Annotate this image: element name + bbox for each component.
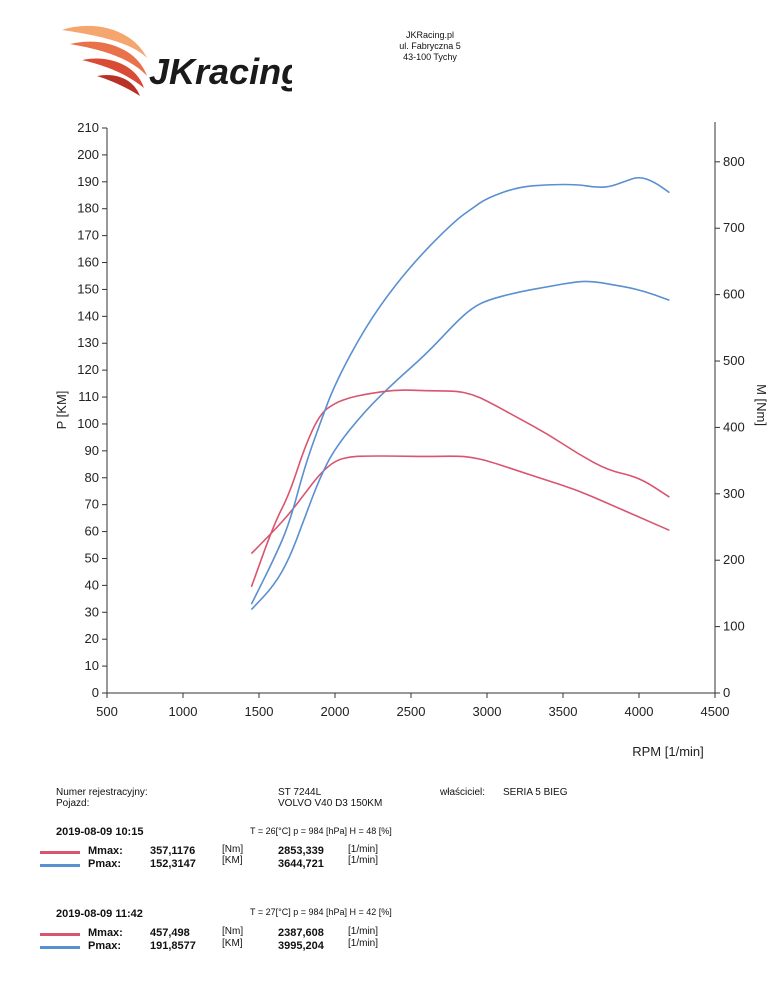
- owner-value: SERIA 5 BIEG: [503, 787, 568, 798]
- y-left-tick-label: 210: [77, 120, 99, 135]
- y-left-tick-label: 10: [85, 658, 99, 673]
- m-label: Mmax:: [88, 845, 123, 857]
- y-left-tick-label: 60: [85, 524, 99, 539]
- x-axis-label: RPM [1/min]: [632, 744, 704, 759]
- y-left-tick-label: 180: [77, 201, 99, 216]
- y-left-tick-label: 190: [77, 174, 99, 189]
- y-right-tick-label: 500: [723, 353, 745, 368]
- owner-label: właściciel:: [440, 787, 486, 798]
- power-legend-swatch: [40, 946, 80, 949]
- chart-axes: [106, 122, 716, 694]
- y-left-tick-label: 170: [77, 228, 99, 243]
- x-tick-label: 500: [96, 704, 118, 719]
- x-tick-label: 2000: [321, 704, 350, 719]
- m-rpm-unit: [1/min]: [348, 844, 379, 855]
- flame-swoosh-icon: JKracing: [62, 25, 303, 96]
- p-rpm: 3644,721: [278, 858, 324, 870]
- p-label: Pmax:: [88, 940, 122, 952]
- m-rpm: 2853,339: [278, 845, 324, 857]
- run-conditions: T = 26[°C] p = 984 [hPa] H = 48 [%]: [250, 826, 392, 836]
- brand-name: JKracing: [149, 51, 292, 92]
- m-rpm: 2387,608: [278, 927, 324, 939]
- y-left-tick-label: 70: [85, 497, 99, 512]
- y-right-tick-label: 300: [723, 486, 745, 501]
- address-line: ul. Fabryczna 5: [399, 41, 461, 51]
- y-left-tick-label: 20: [85, 631, 99, 646]
- p-rpm: 3995,204: [278, 940, 324, 952]
- y-left-tick-label: 140: [77, 308, 99, 323]
- x-tick-label: 3000: [473, 704, 502, 719]
- torque-series-line-run2: [250, 389, 670, 588]
- torque-legend-swatch: [40, 851, 80, 854]
- power-legend-swatch: [40, 864, 80, 867]
- run-datetime: 2019-08-09 10:15: [56, 826, 144, 838]
- y-left-tick-label: 160: [77, 255, 99, 270]
- p-value: 191,8577: [150, 940, 196, 952]
- brand-logo: JKracing: [52, 18, 303, 100]
- power-series-line-run1: [250, 280, 670, 611]
- y-left-tick-label: 50: [85, 550, 99, 565]
- y-right-tick-label: 800: [723, 154, 745, 169]
- run-datetime: 2019-08-09 11:42: [56, 908, 143, 920]
- torque-series-line-run1: [250, 455, 670, 555]
- x-tick-label: 1000: [169, 704, 198, 719]
- m-value: 457,498: [150, 927, 190, 939]
- y-right-axis-label: M [Nm]: [754, 384, 769, 426]
- chart-series: [250, 176, 670, 611]
- p-rpm-unit: [1/min]: [348, 938, 379, 949]
- p-value: 152,3147: [150, 858, 196, 870]
- y-left-tick-label: 120: [77, 362, 99, 377]
- m-value: 357,1176: [150, 845, 196, 857]
- y-right-tick-label: 700: [723, 220, 745, 235]
- y-left-axis-label: P [KM]: [54, 391, 69, 430]
- company-address: JKRacing.pl ul. Fabryczna 5 43-100 Tychy: [330, 30, 530, 63]
- x-tick-label: 3500: [549, 704, 578, 719]
- y-right-tick-label: 600: [723, 287, 745, 302]
- y-left-tick-label: 80: [85, 470, 99, 485]
- y-left-tick-label: 30: [85, 604, 99, 619]
- p-rpm-unit: [1/min]: [348, 855, 379, 866]
- p-unit: [KM]: [222, 855, 243, 866]
- vehicle-label: Pojazd:: [56, 798, 90, 809]
- p-unit: [KM]: [222, 938, 243, 949]
- address-line: JKRacing.pl: [405, 30, 455, 40]
- y-left-tick-label: 40: [85, 577, 99, 592]
- y-right-tick-label: 100: [723, 619, 745, 634]
- y-left-tick-label: 110: [78, 389, 99, 404]
- y-left-tick-label: 130: [77, 335, 99, 350]
- y-left-tick-label: 100: [77, 416, 99, 431]
- run-conditions: T = 27[°C] p = 984 [hPa] H = 42 [%]: [250, 907, 392, 917]
- x-tick-label: 2500: [397, 704, 426, 719]
- m-unit: [Nm]: [222, 926, 244, 937]
- address-line: 43-100 Tychy: [403, 52, 457, 62]
- x-tick-label: 1500: [245, 704, 274, 719]
- y-right-tick-label: 0: [723, 685, 730, 700]
- y-left-tick-label: 150: [77, 281, 99, 296]
- m-rpm-unit: [1/min]: [348, 926, 379, 937]
- y-right-tick-label: 200: [723, 552, 745, 567]
- m-unit: [Nm]: [222, 844, 244, 855]
- m-label: Mmax:: [88, 927, 123, 939]
- x-tick-label: 4000: [625, 704, 654, 719]
- y-left-tick-label: 90: [85, 443, 99, 458]
- y-right-tick-label: 400: [723, 419, 745, 434]
- power-series-line-run2: [250, 176, 670, 605]
- y-left-tick-label: 200: [77, 147, 99, 162]
- reg-label: Numer rejestracyjny:: [56, 787, 148, 798]
- reg-value: ST 7244L: [278, 787, 322, 798]
- y-left-tick-label: 0: [92, 685, 99, 700]
- x-tick-label: 4500: [701, 704, 730, 719]
- chart-ticks: 500 1000 1500 2000 2500 3000 3500 4000 450001020…: [77, 120, 744, 719]
- p-label: Pmax:: [88, 858, 122, 870]
- dyno-chart: 500 1000 1500 2000 2500 3000 3500 4000 450001020…: [54, 120, 769, 759]
- vehicle-value: VOLVO V40 D3 150KM: [278, 798, 383, 809]
- torque-legend-swatch: [40, 933, 80, 936]
